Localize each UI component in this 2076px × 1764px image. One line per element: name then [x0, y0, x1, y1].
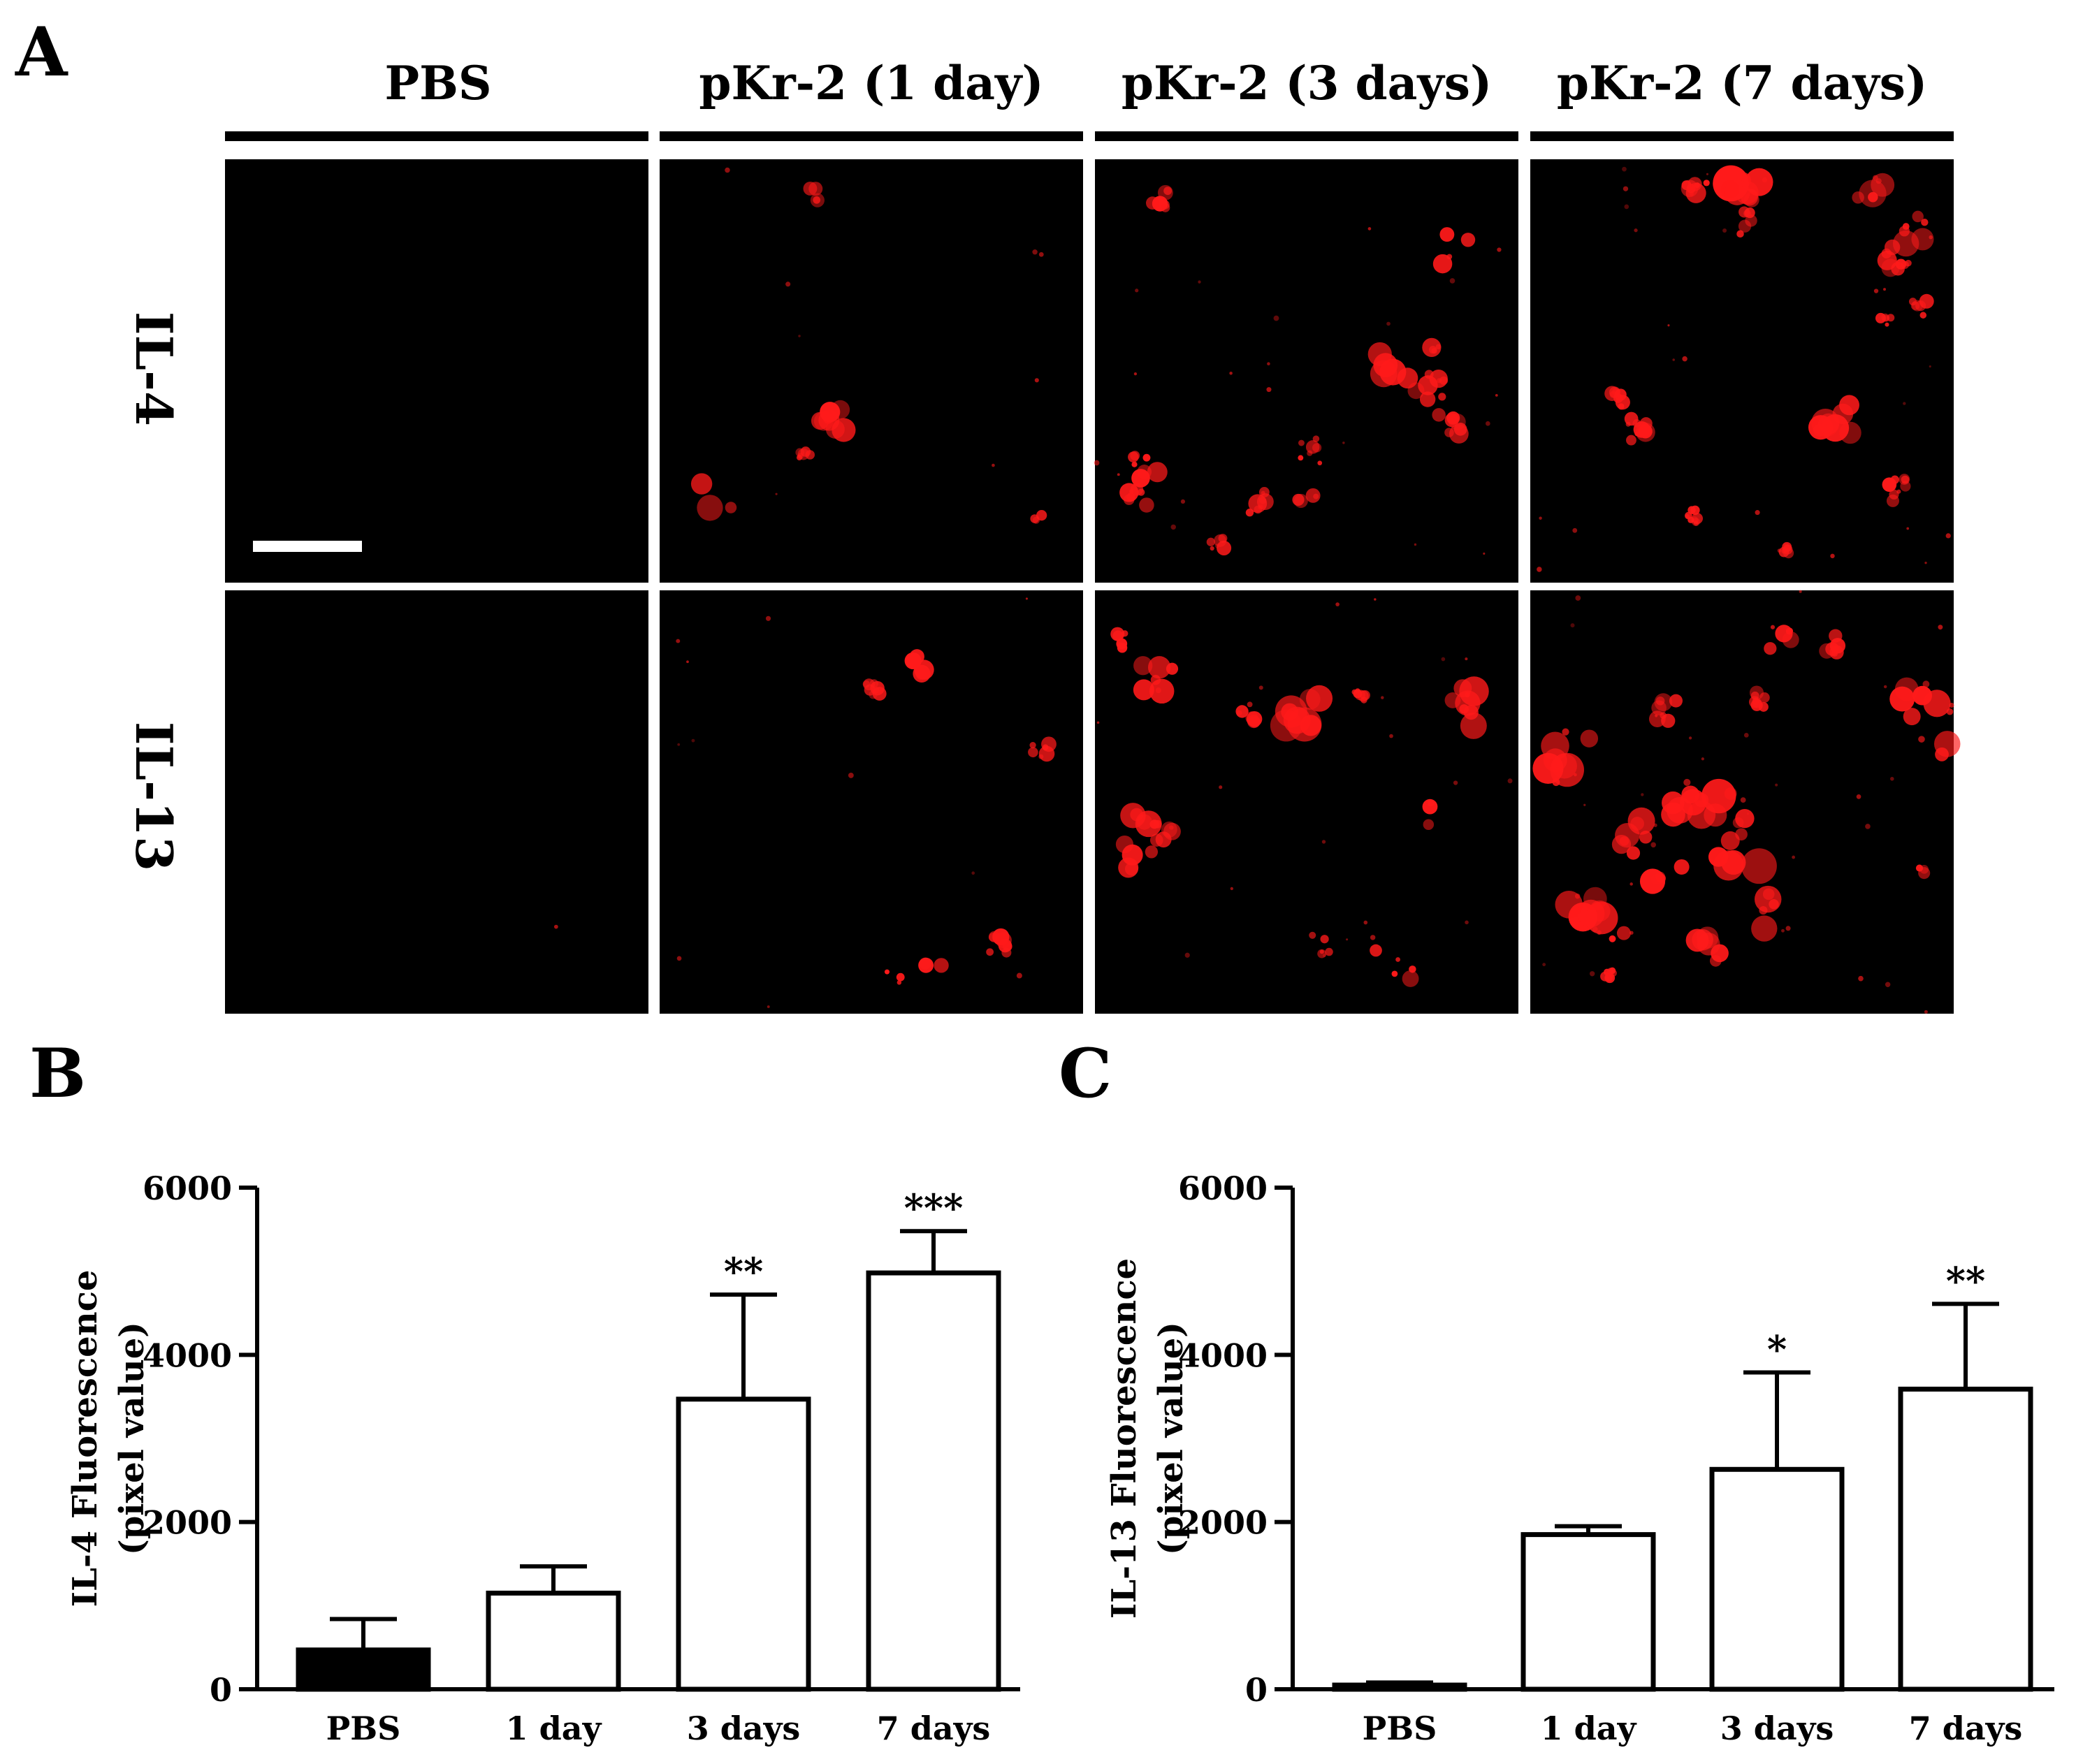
chart-c-x-tick-label-1-day: 1 day: [1541, 1710, 1637, 1747]
micrograph-il13-3-days: [1095, 590, 1518, 1014]
chart-b-y-tick-label-0: 0: [210, 1671, 232, 1709]
header-rule-3-days: [1095, 131, 1518, 141]
header-rule-7-days: [1530, 131, 1954, 141]
chart-c-bar-1-day: [1520, 1532, 1656, 1692]
chart-b-y-label-line1: IL-4 Fluorescence: [66, 1270, 105, 1608]
chart-c-significance-3-days: *: [1767, 1327, 1787, 1371]
scale-bar: [253, 541, 362, 552]
chart-c-bar-pbs: [1332, 1682, 1467, 1692]
stain-signal-il4-7-days: [1537, 165, 1951, 572]
chart-c-y-tick-label-0: 0: [1245, 1671, 1268, 1709]
column-header-3-days: pKr-2 (3 days): [1122, 56, 1492, 110]
stain-signal-il13-7-days: [1532, 590, 1961, 1014]
chart-b-bar-pbs: [296, 1647, 431, 1692]
header-rule-pbs: [225, 131, 648, 141]
chart-c-significance-7-days: **: [1946, 1258, 1985, 1303]
chart-c-y-tick-label-2000: 2000: [1178, 1504, 1268, 1542]
chart-b-y-tick-label-6000: 6000: [143, 1169, 232, 1207]
chart-b-significance-7-days: ***: [904, 1186, 964, 1230]
stain-signal-il4-3-days: [1094, 184, 1502, 556]
chart-c-y-tick-label-4000: 4000: [1178, 1336, 1268, 1374]
micrograph-il4-3-days: [1095, 159, 1518, 583]
chart-c-x-tick-label-3-days: 3 days: [1720, 1710, 1834, 1747]
chart-b-significance-3-days: **: [724, 1249, 763, 1294]
row-label-il4: IL-4: [124, 312, 184, 426]
chart-b-bar-1-day: [486, 1590, 621, 1692]
chart-b-x-tick-label-7-days: 7 days: [877, 1710, 991, 1747]
panel-label-c: C: [1059, 1034, 1112, 1113]
chart-c-y-tick-label-6000: 6000: [1178, 1169, 1268, 1207]
stain-signal-il13-pbs: [553, 924, 558, 929]
chart-c: 0 2000 4000 6000 IL-13 Fluorescence (pixel va…: [1105, 1169, 2054, 1747]
stain-signal-il13-3-days: [1096, 598, 1513, 987]
panel-label-b: B: [29, 1034, 86, 1113]
chart-c-x-tick-label-7-days: 7 days: [1909, 1710, 2023, 1747]
column-header-7-days: pKr-2 (7 days): [1557, 56, 1927, 110]
micrograph-il13-1-day: [660, 590, 1083, 1014]
stain-signal-il13-1-day: [676, 597, 1057, 1008]
chart-b-x-tick-label-3-days: 3 days: [687, 1710, 801, 1747]
chart-c-y-label-line1: IL-13 Fluorescence: [1105, 1258, 1144, 1619]
chart-c-bar-3-days: [1709, 1466, 1845, 1692]
chart-b-x-tick-label-1-day: 1 day: [506, 1710, 602, 1747]
panel-label-a: A: [15, 13, 68, 92]
column-header-1-day: pKr-2 (1 day): [699, 56, 1043, 110]
header-rule-1-day: [660, 131, 1083, 141]
chart-b: 0 2000 4000 6000 IL-4 Fluorescence (pixel val…: [66, 1169, 1020, 1747]
micrograph-il4-1-day: [660, 159, 1083, 583]
column-header-pbs: PBS: [384, 56, 491, 110]
chart-b-bar-7-days: [866, 1270, 1001, 1692]
row-label-il13: IL-13: [124, 722, 184, 871]
chart-b-x-tick-label-pbs: PBS: [326, 1710, 401, 1747]
stain-signal-il4-1-day: [690, 167, 1047, 524]
micrograph-grid: [225, 159, 1961, 1014]
chart-c-x-tick-label-pbs: PBS: [1363, 1710, 1437, 1747]
chart-b-y-tick-label-4000: 4000: [143, 1336, 232, 1374]
micrograph-il13-pbs: [225, 590, 648, 1014]
chart-b-y-label-line2: (pixel value): [112, 1322, 152, 1555]
chart-b-bar-3-days: [676, 1397, 811, 1692]
chart-c-bar-7-days: [1898, 1386, 2033, 1692]
chart-b-y-tick-label-2000: 2000: [143, 1504, 232, 1542]
micrograph-il4-pbs: [225, 159, 648, 583]
chart-c-y-label-line2: (pixel value): [1152, 1322, 1191, 1555]
